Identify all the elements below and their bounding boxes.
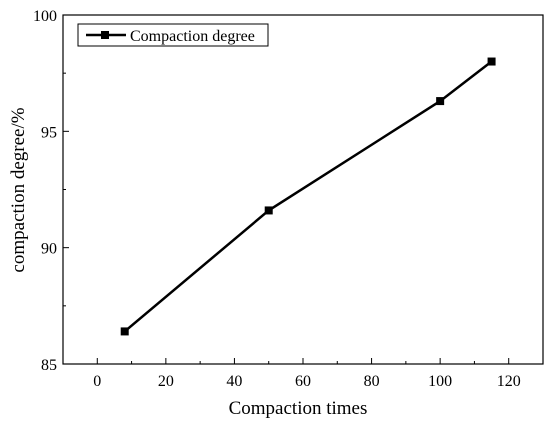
legend-box	[77, 23, 269, 47]
y-tick-label: 100	[33, 8, 57, 25]
x-tick-label: 0	[93, 373, 101, 390]
legend-marker	[101, 31, 109, 39]
series-line	[123, 60, 493, 333]
legend-label: Compaction degree	[130, 28, 255, 45]
data-point	[120, 327, 129, 336]
data-point	[264, 206, 273, 215]
x-tick-label: 20	[158, 373, 174, 390]
y-tick-label: 90	[41, 241, 57, 258]
data-point	[436, 97, 445, 106]
x-tick-label: 80	[364, 373, 380, 390]
x-axis-title: Compaction times	[229, 398, 368, 419]
y-axis-title: compaction degree/%	[8, 107, 29, 272]
x-tick-label: 40	[226, 373, 242, 390]
legend: Compaction degree	[77, 23, 269, 47]
y-tick-label: 85	[41, 357, 57, 374]
x-tick-label: 60	[295, 373, 311, 390]
x-tick-label: 100	[428, 373, 452, 390]
data-point	[487, 57, 496, 66]
x-tick-label: 120	[497, 373, 521, 390]
y-tick-label: 95	[41, 124, 57, 141]
